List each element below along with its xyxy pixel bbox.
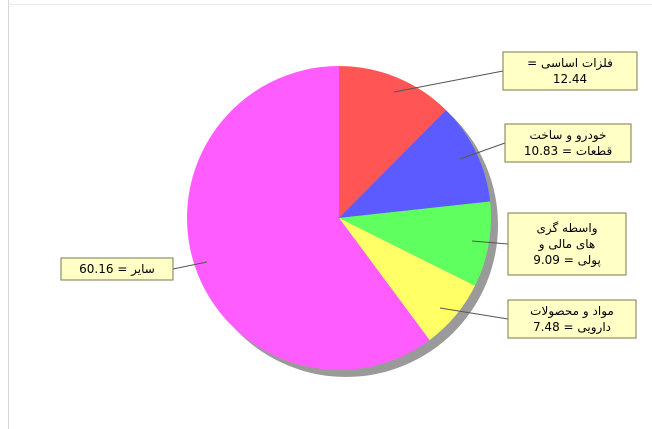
- pie-slice-2: [339, 110, 491, 218]
- pie-slice-4: [339, 218, 476, 341]
- slice-label-text-4-line-2: دارویی = 7.48: [533, 320, 611, 335]
- slice-label-text-2-line-1: خودرو و ساخت: [530, 128, 607, 143]
- pie-slice-1: [339, 66, 447, 218]
- slice-label-text-1-line-2: 12.44: [553, 72, 587, 86]
- slice-label-box-4: [507, 299, 637, 339]
- leader-line-4: [439, 307, 509, 320]
- slice-label-box-1: [502, 51, 638, 91]
- slice-label-box-3: [507, 212, 627, 276]
- leader-line-2: [459, 142, 506, 160]
- slice-label-text-5-line-1: سایر = 60.16: [79, 262, 155, 277]
- leader-line-3: [471, 240, 509, 245]
- slice-label-text-3-line-2: های مالی و: [538, 237, 596, 252]
- leader-line-5: [172, 261, 208, 270]
- pie-slice-5: [187, 66, 430, 370]
- slice-label-text-3-line-1: واسطه گری: [536, 221, 597, 236]
- slice-label-text-4-line-1: مواد و محصولات: [530, 304, 614, 319]
- slice-label-box-5: [60, 257, 174, 281]
- pie-slices: [187, 66, 491, 370]
- slice-label-text-3-line-3: پولی = 9.09: [533, 253, 601, 268]
- slice-label-text-1-line-1: فلزات اساسی =: [527, 56, 613, 71]
- leader-line-1: [393, 70, 504, 93]
- pie-slice-3: [339, 201, 491, 286]
- slice-label-text-2-line-2: قطعات = 10.83: [524, 144, 612, 158]
- frame-top-border: [8, 4, 652, 5]
- slice-label-box-2: [504, 123, 632, 163]
- frame-left-border: [8, 0, 9, 429]
